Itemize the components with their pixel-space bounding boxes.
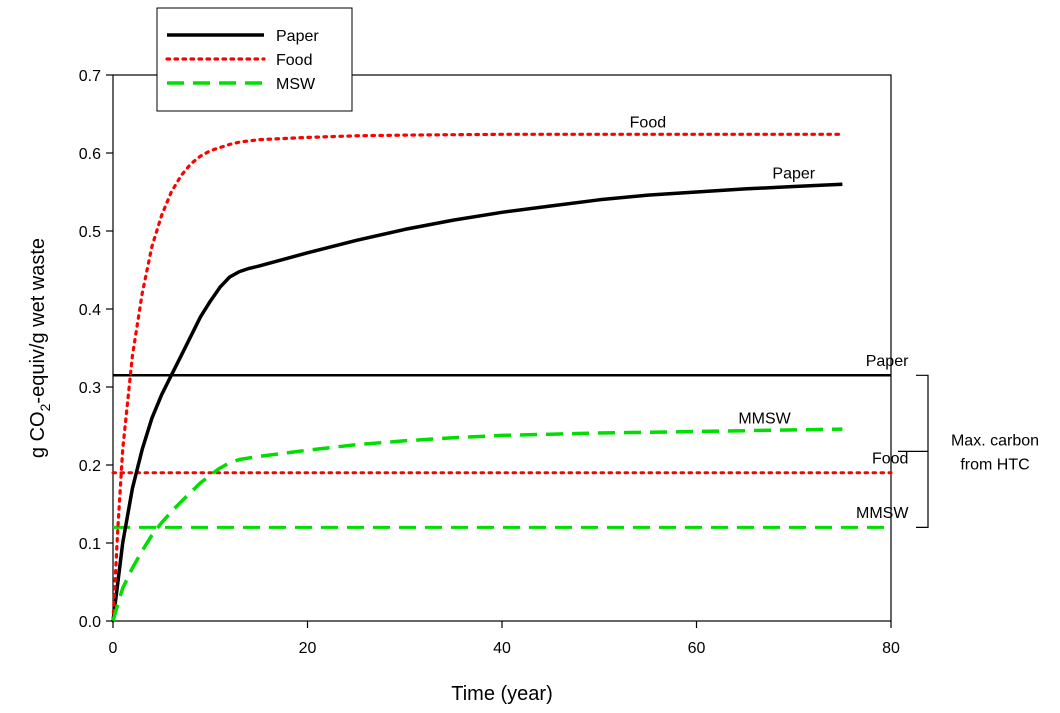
y-axis-title-post: -equiv/g wet waste — [27, 238, 49, 404]
curve-label-paper: Paper — [772, 166, 815, 183]
reference-labels: Paper Food MMSW — [856, 353, 909, 522]
y-tick-label: 0.5 — [79, 224, 101, 241]
max-carbon-bracket: Max. carbon from HTC — [898, 374, 1039, 529]
legend-label-paper: Paper — [276, 28, 319, 45]
x-axis-title: Time (year) — [451, 683, 552, 705]
series-line-paper — [111, 182, 843, 622]
x-tick-label: 0 — [109, 640, 118, 657]
curve-labels: Food Paper MMSW — [630, 114, 816, 427]
bracket-label-line: from HTC — [960, 456, 1029, 473]
series-line-mmsw — [111, 427, 843, 622]
x-tick-label: 80 — [882, 640, 900, 657]
plot-frame — [112, 74, 892, 622]
y-axis-title: g CO2-equiv/g wet waste — [27, 238, 53, 458]
y-tick-label: 0.7 — [79, 68, 101, 85]
bracket-label-line: Max. carbon — [951, 432, 1039, 449]
series-lines — [111, 132, 845, 623]
series-line-food — [111, 132, 845, 623]
x-tick-label: 40 — [493, 640, 511, 657]
y-tick-label: 0.0 — [79, 614, 101, 631]
y-axis-title-pre: g CO — [27, 411, 49, 458]
y-tick-label: 0.1 — [79, 536, 101, 553]
curve-label-food: Food — [630, 114, 666, 131]
x-tick-label: 20 — [299, 640, 317, 657]
reference-label-food: Food — [872, 450, 908, 467]
y-tick-label: 0.3 — [79, 380, 101, 397]
reference-label-mmsw: MMSW — [856, 505, 909, 522]
x-tick-label: 60 — [688, 640, 706, 657]
reference-lines — [111, 374, 893, 529]
y-tick-label: 0.6 — [79, 146, 101, 163]
y-axis-title-sub: 2 — [37, 403, 53, 411]
legend: Paper Food MSW — [156, 7, 353, 112]
y-tick-label: 0.2 — [79, 458, 101, 475]
legend-label-food: Food — [276, 52, 312, 69]
legend-label-msw: MSW — [276, 76, 316, 93]
y-tick-label: 0.4 — [79, 302, 101, 319]
curve-label-mmsw: MMSW — [738, 411, 791, 428]
reference-label-paper: Paper — [866, 353, 909, 370]
x-axis-ticks: 0 20 40 60 80 — [109, 621, 900, 657]
y-axis-ticks: 0.0 0.1 0.2 0.3 0.4 0.5 0.6 0.7 — [79, 68, 113, 631]
